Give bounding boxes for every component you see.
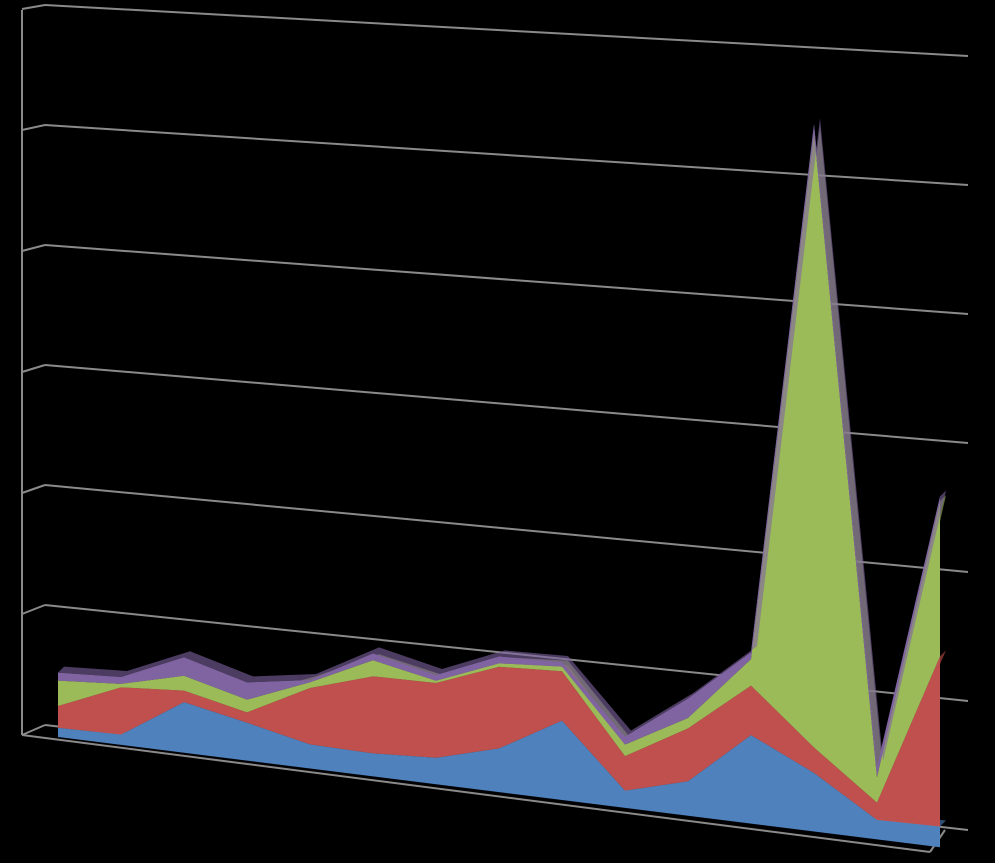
grid-line (21, 124, 46, 131)
grid-line (44, 4, 969, 57)
area (58, 656, 940, 827)
grid-line (21, 4, 46, 10)
grid-line (21, 604, 46, 615)
grid-line (21, 364, 46, 373)
grid-line (21, 724, 46, 736)
axis-line (21, 734, 931, 853)
grid-line (21, 244, 46, 252)
area (58, 132, 940, 803)
grid-line (21, 484, 46, 494)
area (58, 702, 940, 848)
